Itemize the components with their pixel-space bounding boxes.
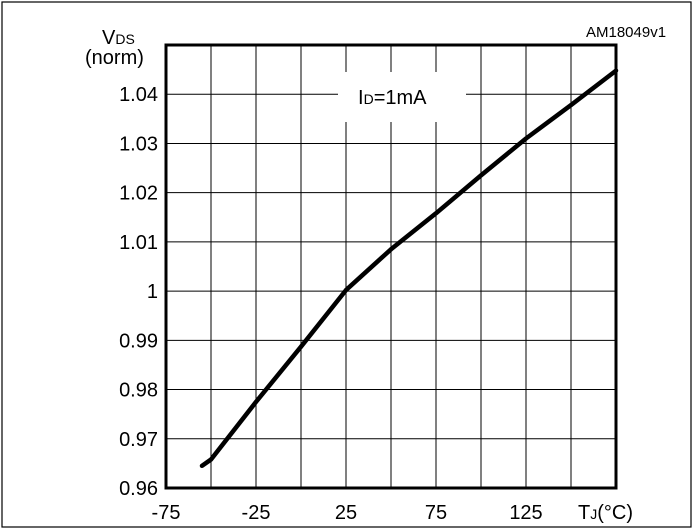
x-axis-label-unit: (°C) [597,502,633,524]
annotation-background [338,72,466,122]
y-tick-label: 1.04 [119,84,158,106]
y-tick-label: 1.02 [119,183,158,205]
series-line [199,68,619,469]
y-tick-label: 1.01 [119,232,158,254]
annotation-sub: D [364,91,374,107]
y-axis-unit: (norm) [85,47,144,69]
annotation-main: I [358,87,364,109]
x-axis-label: TJ(°C) [578,502,633,524]
y-axis-label: VDS [102,27,135,49]
plot-border-group [164,43,618,490]
x-tick-label: 75 [425,502,447,524]
x-axis-label-sub: J [590,506,597,522]
y-tick-label: 0.98 [119,380,158,402]
annotation-label: ID=1mA [358,87,427,109]
y-tick-label: 0.97 [119,429,158,451]
plot-border [164,43,618,490]
y-tick-label: 0.96 [119,478,158,500]
y-tick-label: 1.03 [119,133,158,155]
x-tick-label: -75 [152,502,181,524]
figure-id: AM18049v1 [586,24,666,41]
annotation-rest: =1mA [374,87,427,109]
tick-labels: 0.96 0.97 0.98 0.99 1 1.01 1.02 1.03 1.04 -75 -25 2… [119,84,543,524]
y-tick-label: 1 [147,281,158,303]
x-tick-label: -25 [242,502,271,524]
x-tick-label: 25 [335,502,357,524]
y-axis-label-sub: DS [115,31,134,47]
y-tick-label: 0.99 [119,330,158,352]
series-group [199,68,619,469]
x-axis-label-main: T [578,502,590,524]
y-axis-label-main: V [102,27,116,49]
x-tick-label: 125 [509,502,542,524]
